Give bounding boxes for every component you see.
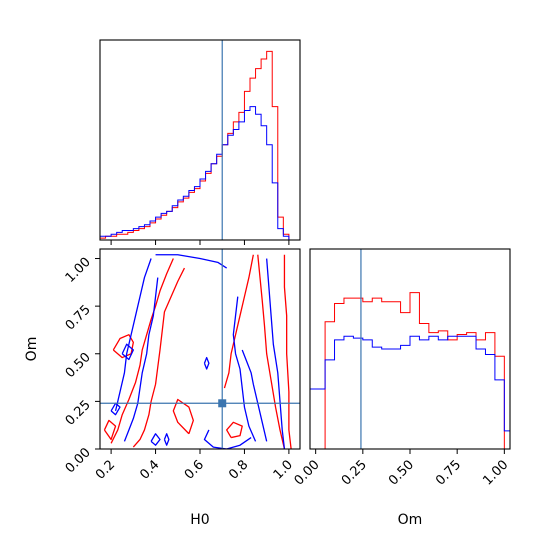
h0-om-contours bbox=[103, 254, 292, 449]
h0-histogram-frame bbox=[99, 39, 301, 241]
contour-ytick-label-0: 0.00 bbox=[63, 445, 94, 476]
contour-line-19 bbox=[203, 356, 210, 370]
contour-line-8 bbox=[226, 421, 243, 439]
contour-line-13 bbox=[232, 296, 257, 442]
contour-line-7 bbox=[283, 254, 292, 449]
contour-xtick-label-1: 0.4 bbox=[137, 457, 162, 482]
contour-line-12 bbox=[203, 429, 252, 449]
contour-line-6 bbox=[257, 254, 286, 449]
om-histogram-xtick-label-4: 1.00 bbox=[480, 457, 511, 488]
om-histogram-xtick-label-2: 0.50 bbox=[386, 457, 417, 488]
contour-line-2 bbox=[112, 334, 134, 359]
contour-line-20 bbox=[163, 433, 170, 446]
contour-ytick-label-3: 0.75 bbox=[63, 302, 94, 333]
om-histogram-xtick-label-3: 0.75 bbox=[433, 457, 464, 488]
om-histogram-xtick-label-1: 0.25 bbox=[339, 457, 370, 488]
om-histogram-series bbox=[310, 292, 510, 449]
h0-histogram-series-0 bbox=[100, 50, 290, 240]
truth-marker bbox=[218, 399, 227, 408]
contour-ytick-label-4: 1.00 bbox=[63, 255, 94, 286]
h0-histogram-series bbox=[100, 50, 290, 240]
contour-line-17 bbox=[121, 343, 134, 361]
om-histogram-panel: 0.00 0.25 0.50 0.75 1.00 Om bbox=[292, 248, 511, 528]
contour-xtick-label-2: 0.6 bbox=[182, 457, 207, 482]
contour-line-10 bbox=[114, 258, 152, 412]
contour-line-3 bbox=[172, 398, 194, 435]
contour-line-9 bbox=[123, 277, 159, 442]
om-histogram-xtick-label-0: 0.00 bbox=[292, 457, 323, 488]
contour-line-4 bbox=[103, 419, 117, 441]
contour-line-15 bbox=[266, 258, 286, 449]
contour-line-5 bbox=[223, 254, 254, 389]
contour-xtick-label-3: 0.8 bbox=[226, 457, 251, 482]
contour-ytick-label-2: 0.50 bbox=[63, 350, 94, 381]
om-histogram-series-0 bbox=[310, 292, 510, 449]
contour-yticks: 0.00 0.25 0.50 0.75 1.00 bbox=[63, 255, 100, 476]
contour-line-0 bbox=[132, 267, 186, 448]
contour-line-1 bbox=[110, 258, 174, 444]
contour-line-14 bbox=[241, 349, 268, 442]
h0-om-contour-panel: 0.2 0.4 0.6 0.8 1.0 0.000.250.500.751.00 H0 … bbox=[24, 248, 301, 528]
om-histogram-series-1 bbox=[310, 335, 510, 449]
om-histogram-xlabel: Om bbox=[398, 512, 423, 528]
om-histogram-xticks: 0.00 0.25 0.50 0.75 1.00 bbox=[292, 449, 511, 489]
h0-histogram-series-1 bbox=[100, 106, 290, 240]
contour-line-16 bbox=[110, 402, 121, 416]
contour-ylabel: Om bbox=[24, 337, 40, 362]
contour-frame bbox=[99, 248, 301, 450]
contour-ytick-label-1: 0.25 bbox=[63, 398, 94, 429]
contour-xlabel: H0 bbox=[190, 512, 209, 528]
contour-line-18 bbox=[150, 433, 161, 446]
contour-line-11 bbox=[155, 254, 228, 269]
h0-histogram-panel bbox=[99, 39, 301, 245]
contour-xtick-label-0: 0.2 bbox=[93, 457, 118, 482]
contour-xticks: 0.2 0.4 0.6 0.8 1.0 bbox=[93, 449, 296, 483]
h0-histogram-xticks bbox=[110, 240, 290, 245]
